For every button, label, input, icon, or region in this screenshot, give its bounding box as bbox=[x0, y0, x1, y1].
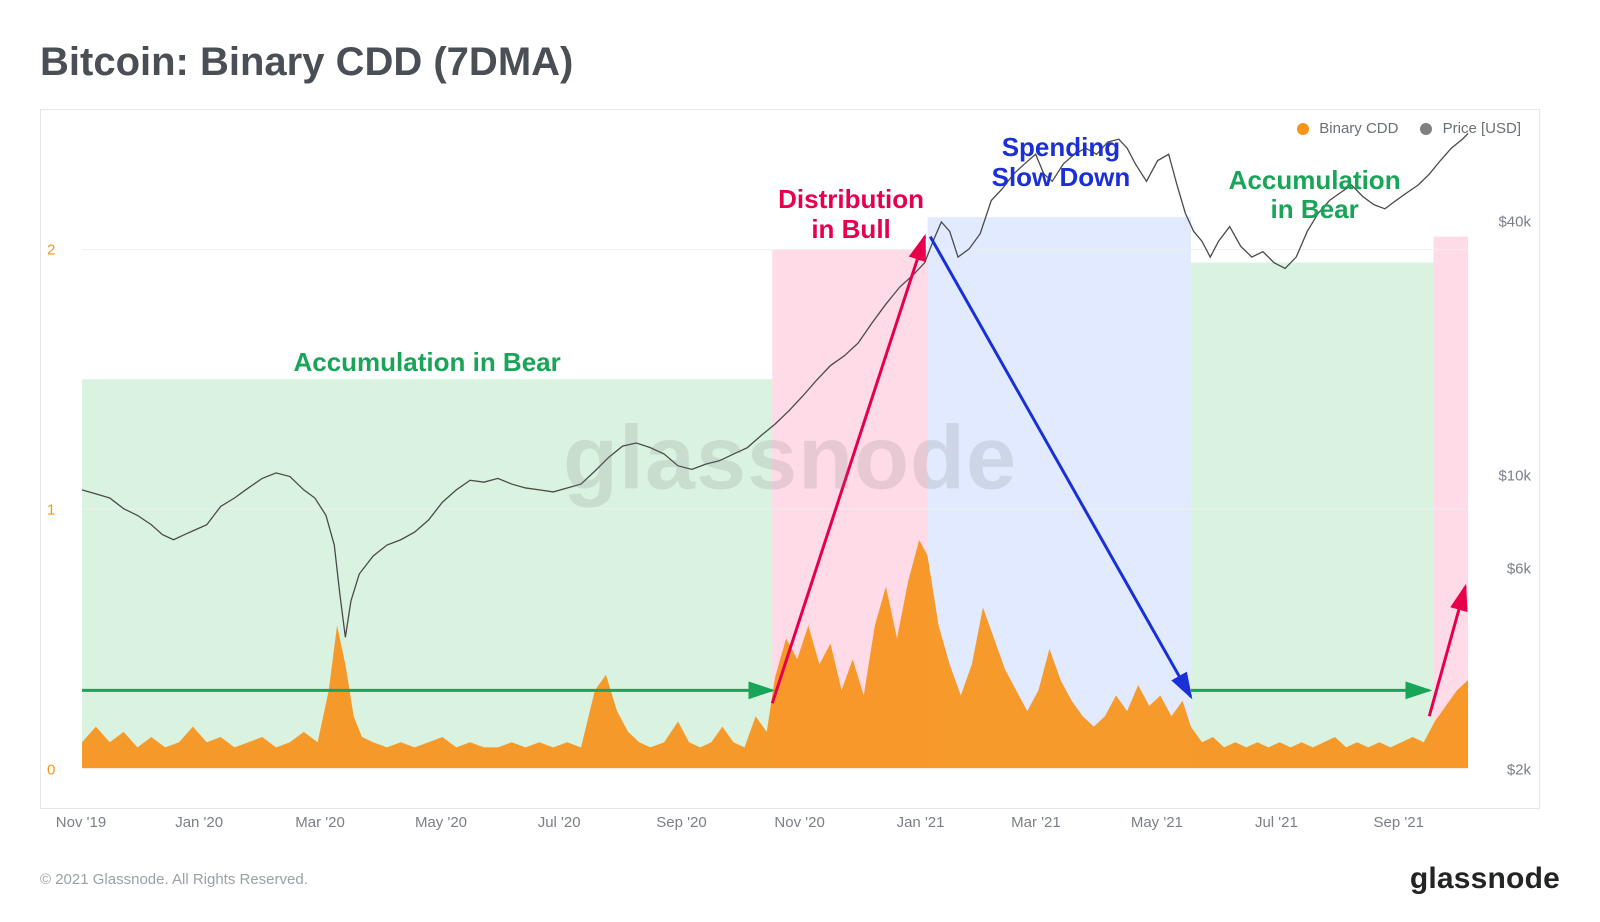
y-right-tick: $2k bbox=[1507, 762, 1531, 779]
x-tick: Jul '21 bbox=[1255, 814, 1298, 831]
legend-swatch-price bbox=[1420, 123, 1432, 135]
x-tick: Sep '21 bbox=[1374, 814, 1424, 831]
x-tick: Sep '20 bbox=[656, 814, 706, 831]
legend-label: Price [USD] bbox=[1443, 120, 1521, 137]
legend: Binary CDD Price [USD] bbox=[1297, 120, 1521, 137]
legend-swatch-cdd bbox=[1297, 123, 1309, 135]
x-tick: Jan '20 bbox=[175, 814, 223, 831]
chart-container: Binary CDD Price [USD] glassnode Accumul… bbox=[40, 109, 1540, 809]
legend-item-cdd: Binary CDD bbox=[1297, 120, 1398, 137]
x-tick: Mar '21 bbox=[1011, 814, 1061, 831]
x-tick: May '21 bbox=[1131, 814, 1183, 831]
x-tick: May '20 bbox=[415, 814, 467, 831]
x-tick: Jan '21 bbox=[897, 814, 945, 831]
chart-svg bbox=[41, 110, 1539, 808]
legend-label: Binary CDD bbox=[1319, 120, 1398, 137]
y-left-tick: 2 bbox=[47, 242, 55, 259]
y-left-tick: 0 bbox=[47, 762, 55, 779]
y-right-tick: $6k bbox=[1507, 561, 1531, 578]
x-tick: Nov '19 bbox=[56, 814, 106, 831]
x-tick: Mar '20 bbox=[295, 814, 345, 831]
y-right-tick: $40k bbox=[1498, 214, 1531, 231]
x-tick: Nov '20 bbox=[774, 814, 824, 831]
brand-logo: glassnode bbox=[1410, 862, 1560, 896]
chart-title: Bitcoin: Binary CDD (7DMA) bbox=[40, 40, 1560, 85]
x-tick: Jul '20 bbox=[538, 814, 581, 831]
y-left-tick: 1 bbox=[47, 502, 55, 519]
legend-item-price: Price [USD] bbox=[1420, 120, 1521, 137]
y-right-tick: $10k bbox=[1498, 467, 1531, 484]
copyright: © 2021 Glassnode. All Rights Reserved. bbox=[40, 871, 308, 888]
